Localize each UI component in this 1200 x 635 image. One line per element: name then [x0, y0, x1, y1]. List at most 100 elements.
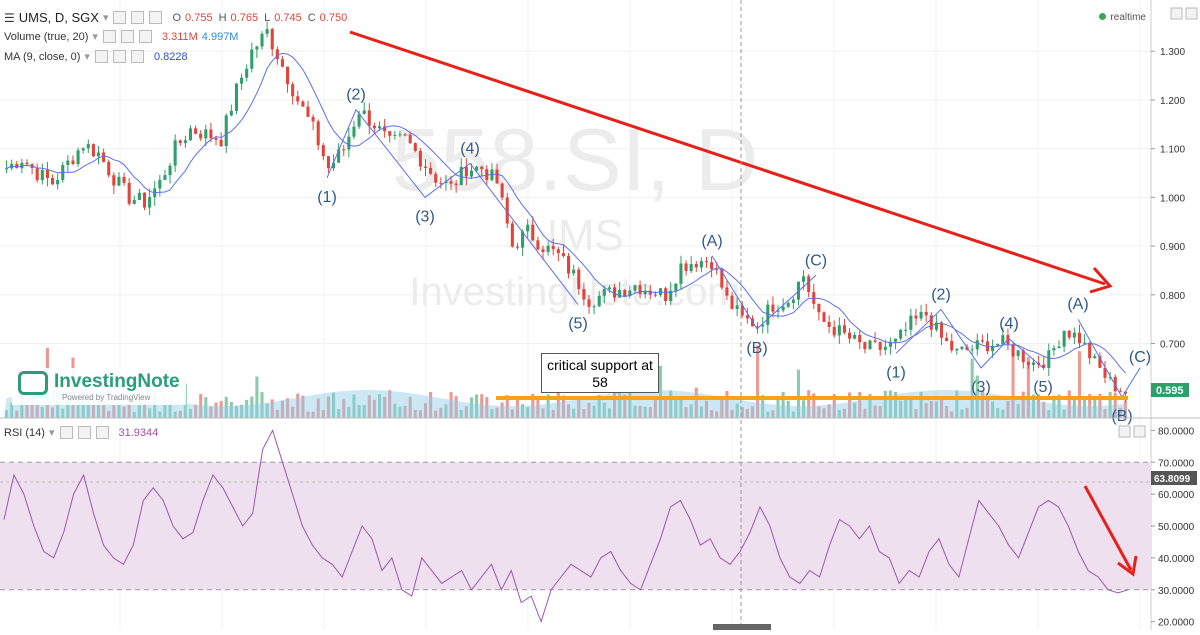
support-callout: critical support at 58 — [541, 353, 659, 393]
chevron-down-icon[interactable]: ▾ — [48, 427, 55, 439]
volume-bar — [194, 404, 198, 418]
volume-legend[interactable]: Volume (true, 20) ▾ 3.311M 4.997M — [4, 30, 238, 43]
volume-bar — [786, 400, 790, 418]
volume-bar — [945, 406, 949, 418]
volume-bar — [1103, 409, 1107, 418]
candle-body — [71, 160, 75, 165]
close-icon[interactable] — [95, 426, 109, 439]
candle-body — [996, 344, 1000, 346]
time-axis-marker — [713, 624, 771, 630]
chevron-down-icon[interactable]: ▾ — [92, 31, 98, 43]
candle-body — [332, 162, 336, 169]
menu-icon[interactable]: ☰ — [4, 10, 15, 25]
volume-bar — [464, 406, 468, 418]
volume-bar — [541, 408, 545, 418]
candle-body — [1118, 391, 1122, 393]
rsi-tick-label: 50.0000 — [1158, 522, 1195, 533]
volume-bar — [280, 400, 284, 418]
candle-body — [848, 332, 852, 339]
price-tick-label: 1.200 — [1160, 96, 1185, 107]
rsi-value: 31.9344 — [118, 426, 159, 439]
volume-bar — [669, 390, 673, 418]
volume-bar — [377, 394, 382, 418]
candle-body — [102, 152, 106, 162]
candle-body — [1093, 356, 1097, 359]
candle-body — [837, 325, 841, 336]
close-icon[interactable] — [130, 50, 144, 63]
volume-bar — [587, 402, 591, 418]
wave-label: (1) — [886, 364, 906, 381]
wave-label: (A) — [1067, 296, 1088, 313]
realtime-dot-icon — [1099, 13, 1107, 20]
candle-body — [945, 337, 949, 341]
chevron-down-icon[interactable]: ▾ — [102, 12, 109, 24]
candle-body — [275, 49, 279, 60]
volume-bar — [1052, 395, 1056, 418]
wave-label: (2) — [931, 286, 951, 303]
volume-bar — [35, 404, 39, 418]
rsi-arrowhead — [1117, 555, 1138, 577]
volume-bar — [745, 408, 749, 418]
volume-bar — [991, 401, 995, 418]
candle-body — [342, 149, 346, 151]
rsi-legend[interactable]: RSI (14) ▾ 31.9344 — [4, 426, 158, 439]
volume-bar — [168, 398, 172, 418]
volume-bar — [730, 409, 734, 418]
eye-icon[interactable] — [102, 30, 116, 43]
candle-body — [178, 140, 182, 144]
eye-icon[interactable] — [113, 11, 127, 24]
volume-bar — [490, 409, 494, 418]
volume-bar — [929, 400, 933, 418]
candle-body — [127, 182, 131, 204]
close-icon[interactable] — [149, 11, 163, 24]
candle-body — [112, 175, 116, 186]
volume-bar — [332, 392, 336, 418]
candle-body — [991, 345, 995, 352]
candle-body — [117, 176, 121, 186]
candle-body — [260, 33, 264, 47]
candle-body — [648, 290, 652, 295]
settings-icon[interactable] — [77, 426, 91, 439]
close-icon[interactable] — [138, 30, 152, 43]
candle-body — [638, 285, 642, 295]
candle-body — [546, 245, 550, 252]
volume-bar — [102, 392, 106, 418]
volume-bar — [148, 408, 152, 418]
volume-bar — [623, 394, 627, 418]
ma-value: 0.8228 — [153, 50, 188, 63]
volume-bar — [510, 409, 514, 418]
candle-body — [602, 289, 606, 296]
volume-bar — [807, 390, 811, 418]
candle-body — [383, 126, 387, 132]
candle-body — [510, 223, 514, 247]
eye-icon[interactable] — [59, 426, 73, 439]
volume-bar — [107, 410, 111, 418]
settings-icon[interactable] — [112, 50, 126, 63]
candle-body — [653, 294, 657, 296]
candle-body — [899, 329, 903, 339]
volume-bar — [853, 402, 857, 418]
settings-icon[interactable] — [131, 11, 145, 24]
volume-bar — [127, 399, 131, 418]
candle-body — [802, 276, 806, 282]
volume-bar — [434, 410, 438, 418]
candle-body — [536, 240, 540, 250]
candle-body — [1088, 342, 1092, 359]
symbol-legend[interactable]: ☰ UMS, D, SGX ▾ O 0.755 H 0.765 L 0.745 … — [4, 10, 349, 25]
candle-body — [81, 148, 85, 151]
settings-icon[interactable] — [120, 30, 134, 43]
ohlc-low-value: 0.745 — [274, 11, 302, 24]
candle-body — [286, 66, 290, 85]
trend-arrowhead — [1089, 267, 1113, 294]
candle-body — [35, 168, 39, 181]
candle-body — [556, 249, 560, 254]
volume-bar — [960, 409, 964, 418]
volume-bar — [15, 410, 19, 418]
eye-icon[interactable] — [94, 50, 108, 63]
candle-body — [561, 253, 565, 257]
chevron-down-icon[interactable]: ▾ — [84, 51, 90, 63]
ma-legend[interactable]: MA (9, close, 0) ▾ 0.8228 — [4, 50, 188, 63]
pane-controls[interactable] — [1118, 7, 1198, 438]
volume-bar — [219, 401, 223, 418]
